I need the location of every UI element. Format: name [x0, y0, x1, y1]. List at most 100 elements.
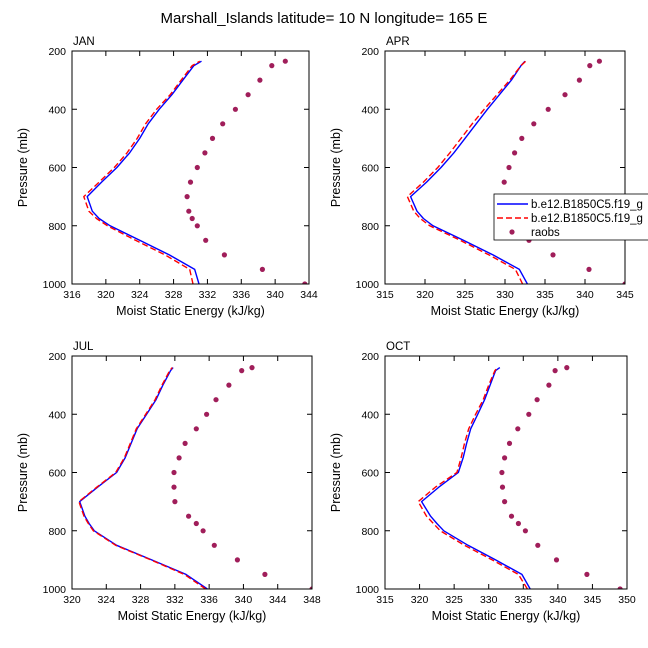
y-tick-label: 1000 — [43, 279, 67, 291]
raobs-point — [535, 542, 541, 548]
panel-label: APR — [386, 36, 410, 48]
raobs-point — [245, 92, 251, 98]
x-tick-label: 348 — [303, 594, 321, 606]
model-solid-series-line — [409, 60, 529, 284]
x-tick-label: 332 — [166, 594, 184, 606]
raobs-point — [526, 411, 532, 417]
raobs-point — [552, 368, 558, 374]
raobs-point — [172, 499, 178, 505]
x-tick-label: 332 — [199, 289, 217, 301]
raobs-point — [269, 63, 275, 69]
model-solid-series-line — [420, 367, 531, 589]
raobs-point — [515, 426, 521, 432]
x-tick-label: 315 — [376, 594, 394, 606]
raobs-point — [171, 469, 177, 476]
raobs-point — [564, 365, 570, 371]
raobs-series — [171, 365, 312, 589]
x-tick-label: 315 — [376, 289, 394, 301]
raobs-point — [259, 266, 265, 272]
y-tick-label: 400 — [48, 104, 66, 116]
x-tick-label: 336 — [200, 594, 218, 606]
model-dashed-series-line — [83, 60, 201, 284]
raobs-point — [220, 121, 226, 127]
raobs-point — [211, 542, 217, 548]
y-tick-label: 800 — [361, 221, 379, 233]
raobs-point — [584, 571, 590, 578]
raobs-point — [176, 455, 182, 461]
raobs-point — [203, 237, 209, 243]
raobs-point — [182, 440, 188, 446]
raobs-point — [596, 58, 603, 64]
x-tick-label: 320 — [97, 289, 115, 301]
raobs-point — [213, 397, 219, 403]
raobs-point — [232, 106, 238, 112]
raobs-point — [586, 266, 592, 272]
plot-data-area — [78, 365, 312, 589]
raobs-series — [184, 58, 308, 284]
y-axis-title: Pressure (mb) — [329, 433, 343, 512]
x-tick-label: 340 — [235, 594, 253, 606]
y-tick-label: 200 — [48, 46, 66, 58]
raobs-point — [506, 164, 512, 171]
raobs-point — [576, 77, 583, 83]
y-tick-label: 200 — [361, 46, 379, 58]
plot-frame — [71, 355, 313, 590]
raobs-point — [187, 179, 194, 185]
model-solid-series-line — [78, 367, 208, 589]
x-tick-label: 320 — [63, 594, 81, 606]
raobs-point — [534, 397, 540, 403]
x-tick-label: 345 — [584, 594, 602, 606]
raobs-point — [499, 484, 506, 490]
plot-data-area — [83, 58, 308, 284]
raobs-point — [622, 281, 625, 284]
x-tick-label: 340 — [576, 289, 594, 301]
raobs-point — [508, 513, 515, 519]
y-tick-label: 800 — [48, 526, 66, 538]
y-tick-label: 200 — [361, 351, 379, 363]
x-tick-label: 330 — [480, 594, 498, 606]
x-tick-label: 328 — [165, 289, 183, 301]
chart-panel-oct: OCT 315 320 325 330 335 340 345 350 200 400 600 800 1… — [329, 341, 636, 623]
raobs-point — [587, 63, 593, 69]
x-axis-title: Moist Static Energy (kJ/kg) — [431, 304, 580, 318]
model-solid-series-line — [86, 60, 202, 284]
x-axis-title: Moist Static Energy (kJ/kg) — [116, 304, 265, 318]
y-tick-label: 800 — [48, 221, 66, 233]
y-tick-label: 600 — [361, 468, 379, 480]
legend-box — [493, 193, 648, 241]
chart-panel-apr: APR 315 320 325 330 335 340 345 200 400 600 800 1000… — [329, 36, 634, 318]
y-tick-label: 600 — [361, 163, 379, 175]
raobs-point — [262, 571, 268, 578]
x-tick-label: 345 — [616, 289, 634, 301]
x-tick-label: 328 — [132, 594, 150, 606]
panel-label: OCT — [386, 341, 410, 353]
raobs-point — [202, 150, 208, 156]
raobs-point — [193, 426, 199, 432]
raobs-point — [209, 135, 216, 141]
raobs-point — [515, 520, 522, 527]
raobs-point — [617, 586, 623, 589]
raobs-point — [562, 92, 568, 98]
model-dashed-series-line — [417, 367, 528, 589]
x-tick-label: 325 — [445, 594, 463, 606]
x-tick-label: 316 — [63, 289, 81, 301]
x-tick-label: 340 — [266, 289, 284, 301]
y-axis-title: Pressure (mb) — [16, 433, 30, 512]
chart-panel-jul: JUL 320 324 328 332 336 340 344 348 200 400 600 800 1… — [16, 341, 321, 623]
model-dashed-series-line — [406, 60, 527, 284]
raobs-point — [553, 557, 560, 563]
x-axis-title: Moist Static Energy (kJ/kg) — [432, 609, 581, 623]
raobs-point — [186, 208, 192, 214]
x-tick-label: 340 — [549, 594, 567, 606]
raobs-point — [499, 469, 505, 476]
raobs-point — [282, 58, 288, 64]
raobs-point — [226, 382, 232, 388]
x-tick-label: 336 — [233, 289, 251, 301]
y-tick-label: 1000 — [356, 584, 380, 596]
y-tick-label: 800 — [361, 526, 379, 538]
raobs-series — [499, 58, 625, 284]
y-tick-label: 1000 — [356, 279, 380, 291]
y-axis-title: Pressure (mb) — [16, 128, 30, 207]
